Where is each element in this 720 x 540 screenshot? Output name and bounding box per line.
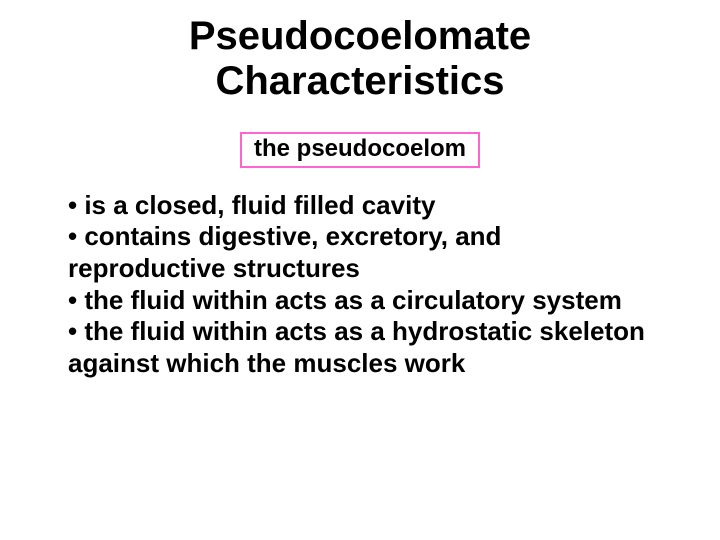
slide-title: Pseudocoelomate Characteristics <box>60 14 660 104</box>
title-line-2: Characteristics <box>60 59 660 104</box>
slide: Pseudocoelomate Characteristics the pseu… <box>0 0 720 540</box>
bullet-item: • contains digestive, excretory, and rep… <box>68 221 652 284</box>
bullet-list: • is a closed, fluid filled cavity • con… <box>68 190 652 380</box>
bullet-item: • the fluid within acts as a circulatory… <box>68 285 652 317</box>
subtitle-box: the pseudocoelom <box>240 132 480 168</box>
bullet-item: • the fluid within acts as a hydrostatic… <box>68 316 652 379</box>
title-line-1: Pseudocoelomate <box>60 14 660 59</box>
bullet-item: • is a closed, fluid filled cavity <box>68 190 652 222</box>
subtitle-container: the pseudocoelom <box>60 132 660 168</box>
